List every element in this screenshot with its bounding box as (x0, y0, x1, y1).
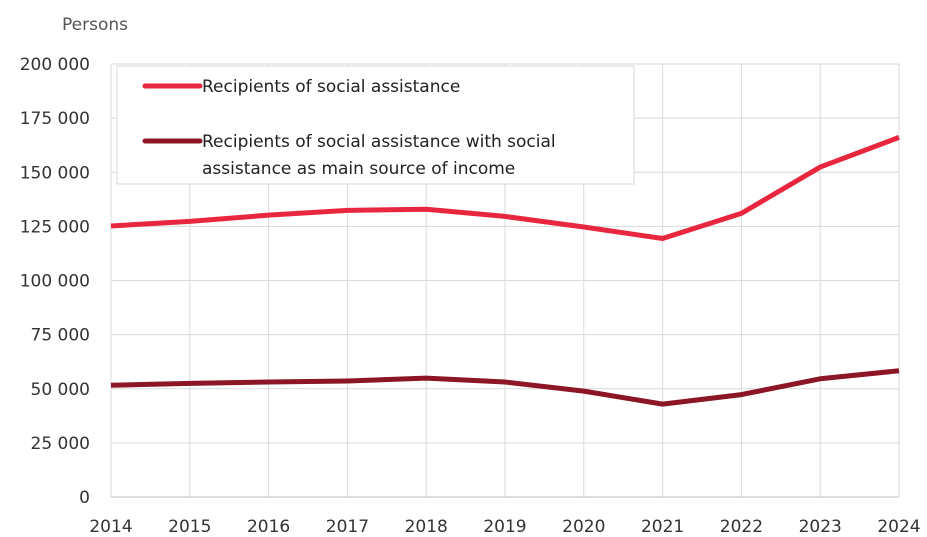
y-tick-label: 75 000 (31, 326, 90, 346)
x-tick-label: 2014 (89, 517, 132, 537)
y-tick-label: 150 000 (20, 163, 90, 183)
x-tick-label: 2016 (247, 517, 290, 537)
x-tick-label: 2023 (799, 517, 842, 537)
y-tick-label: 175 000 (20, 109, 90, 129)
y-tick-label: 50 000 (31, 380, 90, 400)
y-tick-label: 100 000 (20, 272, 90, 292)
series-line-1 (110, 135, 900, 241)
x-tick-label: 2019 (483, 517, 526, 537)
x-tick-label: 2015 (168, 517, 211, 537)
y-tick-label: 125 000 (20, 217, 90, 237)
x-tick-label: 2022 (720, 517, 763, 537)
legend-label-series-2-line-2: assistance as main source of income (202, 159, 515, 179)
legend-label-series-2: Recipients of social assistance with soc… (202, 132, 561, 179)
x-tick-label: 2024 (877, 517, 920, 537)
x-tick-labels: 2014 2015 2016 2017 2018 2019 2020 2021 2022 2023… (89, 517, 920, 537)
series-line-2 (110, 368, 900, 407)
y-axis-unit-label: Persons (62, 15, 128, 35)
y-tick-label: 0 (79, 488, 90, 508)
y-tick-label: 200 000 (20, 55, 90, 75)
x-tick-label: 2021 (641, 517, 684, 537)
legend-label-series-1: Recipients of social assistance (202, 77, 460, 97)
legend: Recipients of social assistance Recipien… (116, 65, 635, 185)
legend-box (116, 65, 635, 185)
legend-label-series-2-line-1: Recipients of social assistance with soc… (202, 132, 556, 152)
x-tick-label: 2017 (326, 517, 369, 537)
series-lines (110, 135, 900, 407)
y-tick-labels: 0 25 000 50 000 75 000 100 000 125 000 150 000… (20, 55, 90, 508)
x-tick-label: 2020 (562, 517, 605, 537)
x-tick-label: 2018 (405, 517, 448, 537)
y-tick-label: 25 000 (31, 434, 90, 454)
